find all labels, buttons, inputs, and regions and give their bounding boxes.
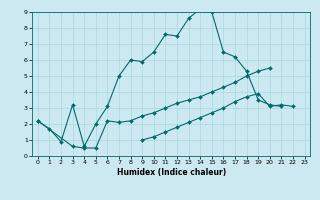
X-axis label: Humidex (Indice chaleur): Humidex (Indice chaleur) [116, 168, 226, 177]
